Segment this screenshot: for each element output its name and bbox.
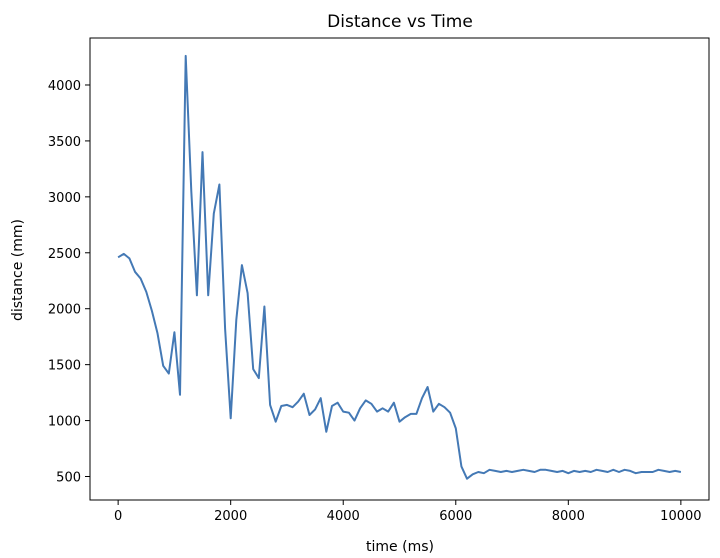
y-tick-label: 2500: [48, 247, 81, 262]
x-tick-label: 2000: [214, 509, 247, 524]
y-tick-label: 3500: [48, 135, 81, 150]
y-tick-label: 1000: [48, 415, 81, 430]
axis-ticks: 0 2000 4000 6000 8000 10000 500 1000 1500 2000 250…: [48, 79, 702, 524]
y-tick-label: 1500: [48, 359, 81, 374]
x-tick-label: 8000: [552, 509, 585, 524]
x-tick-label: 10000: [660, 509, 701, 524]
y-axis-label: distance (mm): [10, 219, 26, 321]
series-line-distance: [117, 54, 682, 480]
x-tick-label: 4000: [327, 509, 360, 524]
x-tick-label: 0: [114, 509, 122, 524]
y-tick-label: 3000: [48, 191, 81, 206]
plot-frame: [89, 37, 710, 501]
x-axis-label: time (ms): [366, 539, 434, 555]
y-tick-label: 2000: [48, 303, 81, 318]
x-tick-label: 6000: [439, 509, 472, 524]
chart-title: Distance vs Time: [327, 12, 473, 32]
y-tick-label: 4000: [48, 79, 81, 94]
y-tick-label: 500: [56, 471, 81, 486]
